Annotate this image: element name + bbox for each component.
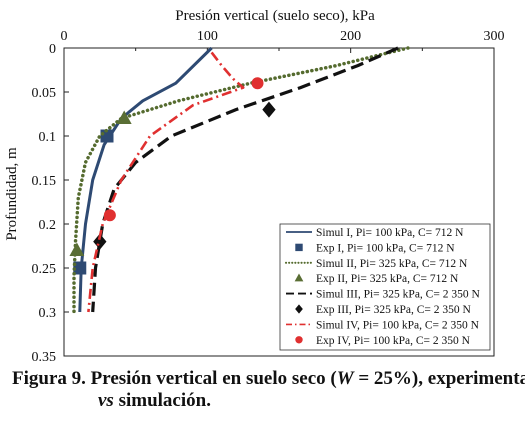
legend-box bbox=[279, 223, 491, 351]
legend-label: Exp III, Pi= 325 kPa, C= 2 350 N bbox=[316, 304, 471, 316]
caption-text-1b: = 25%), experimental bbox=[353, 368, 525, 389]
x-tick-label: 300 bbox=[484, 29, 505, 44]
legend-entry: Simul III, Pi= 325 kPa, C= 2 350 N bbox=[286, 289, 480, 301]
y-tick-label: 0.2 bbox=[39, 218, 57, 233]
series-7 bbox=[87, 51, 245, 313]
data-point bbox=[69, 242, 85, 256]
y-tick-label: 0.05 bbox=[32, 86, 57, 101]
x-tick-label: 0 bbox=[61, 29, 68, 44]
x-axis-title: Presión vertical (suelo seco), kPa bbox=[175, 8, 375, 24]
caption-vs: vs bbox=[98, 390, 114, 411]
legend-entry: Exp III, Pi= 325 kPa, C= 2 350 N bbox=[295, 304, 471, 316]
series-line bbox=[87, 51, 245, 313]
x-tick-label: 200 bbox=[340, 29, 361, 44]
legend-label: Simul III, Pi= 325 kPa, C= 2 350 N bbox=[316, 289, 480, 301]
legend-entry: Exp II, Pi= 325 kPa, C= 712 N bbox=[294, 273, 459, 285]
legend-entry: Exp IV, Pi= 100 kPa, C= 2 350 N bbox=[295, 335, 471, 347]
depth-pressure-chart: 0 100 200 300 Presión vertical (suelo seco),… bbox=[4, 8, 505, 365]
series-1 bbox=[78, 46, 213, 313]
data-point bbox=[251, 77, 264, 90]
legend-swatch bbox=[295, 243, 303, 252]
plot-series bbox=[69, 46, 410, 314]
legend-swatch bbox=[294, 273, 304, 282]
y-tick-label: 0.15 bbox=[32, 174, 57, 189]
data-point bbox=[262, 101, 276, 118]
caption-line-2: vs simulación. bbox=[12, 390, 517, 412]
axes: 0 100 200 300 Presión vertical (suelo seco),… bbox=[4, 8, 505, 365]
series-6 bbox=[93, 101, 276, 250]
caption-text-2: simulación. bbox=[113, 390, 211, 411]
y-tick-label: 0.3 bbox=[39, 306, 57, 321]
y-axis-title: Profundidad, m bbox=[4, 147, 20, 241]
y-tick-label: 0.1 bbox=[39, 130, 57, 145]
figure-caption: Figura 9. Presión vertical en suelo seco… bbox=[12, 368, 525, 412]
legend-entry: Exp I, Pi= 100 kPa, C= 712 N bbox=[295, 242, 455, 254]
legend-entry: Simul IV, Pi= 100 kPa, C= 2 350 N bbox=[286, 319, 480, 331]
legend-entry: Simul II, Pi= 325 kPa, C= 712 N bbox=[284, 258, 468, 270]
legend-label: Simul I, Pi= 100 kPa, C= 712 N bbox=[316, 227, 464, 239]
y-tick-label: 0.35 bbox=[32, 350, 57, 365]
data-point bbox=[116, 110, 132, 124]
legend-swatch bbox=[295, 336, 303, 344]
x-tick-label: 100 bbox=[197, 29, 218, 44]
series-line bbox=[78, 46, 213, 313]
legend-label: Exp IV, Pi= 100 kPa, C= 2 350 N bbox=[316, 335, 471, 347]
legend-label: Exp II, Pi= 325 kPa, C= 712 N bbox=[316, 273, 459, 285]
series-8 bbox=[103, 77, 264, 222]
caption-variable: W bbox=[336, 368, 354, 389]
legend-label: Simul IV, Pi= 100 kPa, C= 2 350 N bbox=[316, 319, 480, 331]
legend-swatch bbox=[295, 304, 303, 314]
legend: Simul I, Pi= 100 kPa, C= 712 N Exp I, Pi=… bbox=[279, 223, 491, 351]
legend-label: Simul II, Pi= 325 kPa, C= 712 N bbox=[316, 258, 468, 270]
caption-line-1: Figura 9. Presión vertical en suelo seco… bbox=[12, 368, 525, 390]
legend-entry: Simul I, Pi= 100 kPa, C= 712 N bbox=[286, 227, 464, 239]
series-4 bbox=[69, 110, 132, 256]
caption-text-1a: Figura 9. Presión vertical en suelo seco… bbox=[12, 368, 337, 389]
data-point bbox=[103, 209, 116, 222]
legend-label: Exp I, Pi= 100 kPa, C= 712 N bbox=[316, 242, 455, 254]
y-tick-label: 0 bbox=[49, 42, 56, 57]
y-tick-label: 0.25 bbox=[32, 262, 57, 277]
